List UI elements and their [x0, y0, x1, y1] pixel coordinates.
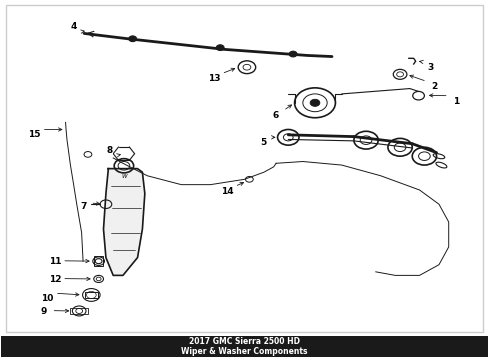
Text: 9: 9 [41, 307, 47, 316]
Text: 4: 4 [70, 22, 77, 31]
Text: 5: 5 [259, 138, 265, 147]
Text: 6: 6 [272, 112, 279, 121]
Circle shape [216, 45, 224, 50]
Circle shape [288, 51, 296, 57]
Text: 15: 15 [28, 130, 41, 139]
Circle shape [309, 99, 319, 106]
Polygon shape [103, 168, 144, 275]
Bar [70, 308, 88, 314]
Text: w: w [121, 173, 126, 179]
Text: 14: 14 [221, 187, 233, 196]
Bar [94, 256, 103, 266]
Bar [85, 292, 98, 298]
Text: 13: 13 [208, 75, 220, 84]
Text: 2017 GMC Sierra 2500 HD
Wiper & Washer Components: 2017 GMC Sierra 2500 HD Wiper & Washer C… [181, 337, 307, 356]
Circle shape [128, 36, 136, 42]
Text: 1: 1 [452, 96, 458, 105]
Text: 2: 2 [430, 82, 436, 91]
Text: 12: 12 [48, 275, 61, 284]
Text: 11: 11 [48, 257, 61, 266]
Text: 3: 3 [426, 63, 432, 72]
Text: 8: 8 [106, 146, 112, 155]
FancyBboxPatch shape [1, 336, 487, 357]
Text: 7: 7 [80, 202, 86, 211]
Text: 10: 10 [41, 294, 54, 303]
